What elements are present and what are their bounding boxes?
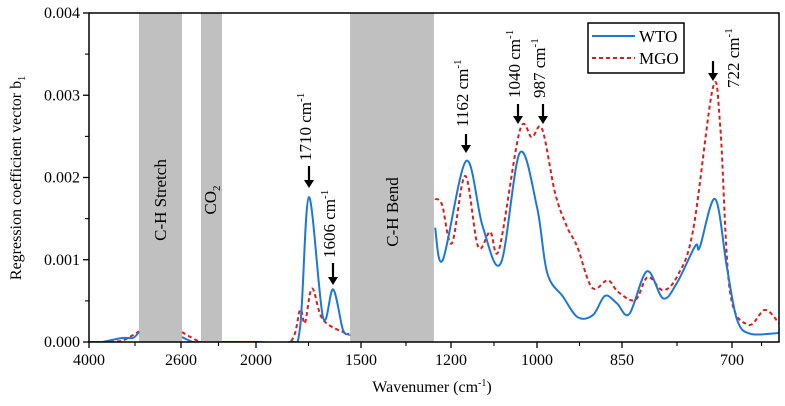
annotation-label-3-text: 1040 cm bbox=[505, 39, 524, 98]
band-1 bbox=[201, 13, 222, 342]
legend-label-mgo: MGO bbox=[639, 49, 679, 68]
annotation-label-2-sup: -1 bbox=[452, 59, 464, 68]
annotation-arrow-head bbox=[513, 116, 523, 124]
wto-line-segment-3 bbox=[434, 150, 779, 336]
annotation-label-0-sup: -1 bbox=[295, 93, 307, 102]
y-axis-label-sub: 1 bbox=[17, 76, 28, 81]
annotation-label-4: 987 cm-1 bbox=[529, 38, 549, 98]
x-tick-label: 2600 bbox=[165, 352, 197, 369]
x-axis-label: Wavenumer (cm-1) bbox=[372, 378, 491, 396]
wto-line-segment-2 bbox=[222, 196, 350, 342]
annotation-label-5: 722 cm-1 bbox=[723, 28, 743, 88]
band-label-1-sub: 2 bbox=[211, 185, 223, 191]
y-axis-label-text: Regression coefficient vector b bbox=[8, 81, 25, 280]
band-label-1-text: CO bbox=[201, 191, 220, 215]
annotation-arrow-head bbox=[538, 116, 548, 124]
x-axis-label-end: ) bbox=[486, 379, 491, 396]
annotation-label-1-sup: -1 bbox=[319, 190, 331, 199]
x-axis-label-text: Wavenumer (cm bbox=[372, 379, 478, 396]
band-label-2: C-H Bend bbox=[383, 177, 402, 247]
annotation-label-1: 1606 cm-1 bbox=[319, 190, 339, 258]
annotation-label-2-text: 1162 cm bbox=[453, 69, 472, 127]
x-axis-label-sup: -1 bbox=[478, 378, 486, 389]
annotation-label-1-text: 1606 cm bbox=[320, 199, 339, 258]
y-tick-label: 0.003 bbox=[44, 87, 80, 104]
annotation-arrow-head bbox=[461, 145, 471, 153]
x-tick-label: 1000 bbox=[521, 352, 553, 369]
y-tick-label: 0.001 bbox=[44, 252, 80, 269]
band-2 bbox=[350, 13, 434, 342]
legend: WTO MGO bbox=[587, 22, 685, 74]
annotation-arrow-head bbox=[304, 180, 314, 188]
legend-box bbox=[587, 22, 685, 74]
annotation-label-5-text: 722 cm bbox=[724, 37, 743, 88]
x-tick-label: 1500 bbox=[345, 352, 377, 369]
annotation-label-4-sup: -1 bbox=[529, 38, 541, 47]
wto-line-segment-1 bbox=[181, 336, 201, 342]
annotation-label-3: 1040 cm-1 bbox=[504, 30, 524, 98]
band-0 bbox=[139, 13, 182, 342]
band-label-0: C-H Stretch bbox=[151, 159, 170, 241]
band-label-1: CO2 bbox=[201, 185, 223, 214]
x-tick-label: 850 bbox=[610, 352, 634, 369]
annotation-label-0: 1710 cm-1 bbox=[295, 93, 315, 161]
mgo-line-segment-1 bbox=[181, 331, 202, 342]
wto-line-segment-0 bbox=[89, 331, 140, 342]
legend-label-wto: WTO bbox=[639, 27, 677, 46]
x-tick-label: 2000 bbox=[240, 352, 272, 369]
annotation-label-0-text: 1710 cm bbox=[296, 102, 315, 161]
y-tick-label: 0.004 bbox=[44, 5, 80, 22]
mgo-line-segment-3 bbox=[434, 81, 779, 327]
annotation-arrow-head bbox=[328, 277, 338, 285]
annotation-label-5-sup: -1 bbox=[723, 28, 735, 37]
band-label-0-text: C-H Stretch bbox=[151, 159, 170, 241]
mgo-line-segment-0 bbox=[89, 330, 140, 342]
y-tick-label: 0.000 bbox=[44, 334, 80, 351]
x-tick-label: 4000 bbox=[73, 352, 105, 369]
annotation-label-2: 1162 cm-1 bbox=[452, 59, 472, 127]
annotation-label-4-text: 987 cm bbox=[530, 47, 549, 98]
y-tick-label: 0.002 bbox=[44, 170, 80, 187]
band-label-2-text: C-H Bend bbox=[383, 177, 402, 247]
x-tick-label: 700 bbox=[720, 352, 744, 369]
x-tick-label: 1200 bbox=[435, 352, 467, 369]
annotation-arrow-head bbox=[708, 73, 718, 81]
annotation-label-3-sup: -1 bbox=[504, 30, 516, 39]
y-axis-label: Regression coefficient vector b1 bbox=[8, 76, 28, 280]
